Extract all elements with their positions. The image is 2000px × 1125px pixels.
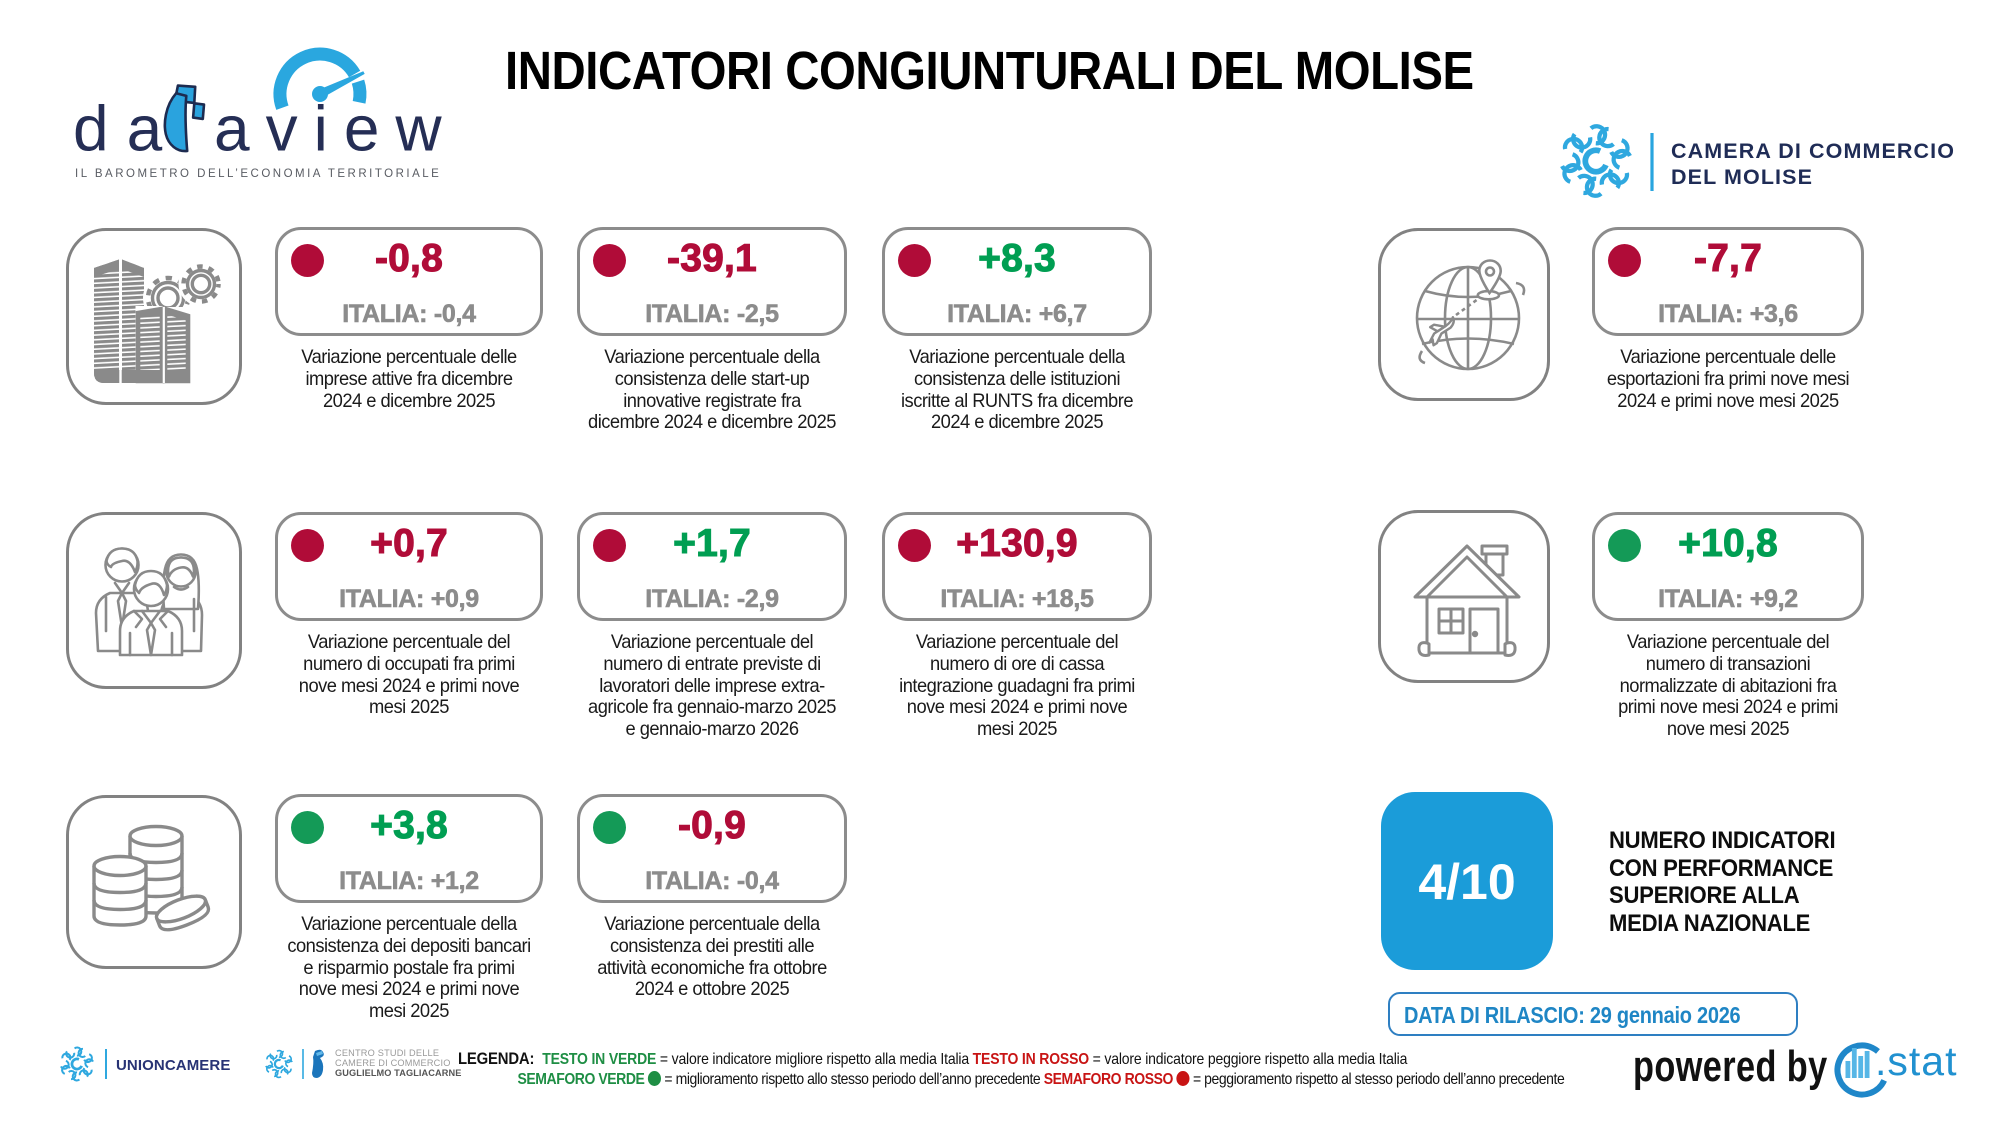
svg-text:aview: aview: [214, 93, 458, 165]
svg-text:.stat: .stat: [1875, 1040, 1957, 1084]
svg-text:IL BAROMETRO DELL’ECONOMIA TER: IL BAROMETRO DELL’ECONOMIA TERRITORIALE: [75, 168, 441, 180]
svg-text:CAMERA DI COMMERCIO: CAMERA DI COMMERCIO: [1671, 139, 1955, 163]
svg-text:CENTRO STUDI DELLE: CENTRO STUDI DELLE: [335, 1048, 439, 1058]
svg-text:UNIONCAMERE: UNIONCAMERE: [116, 1057, 230, 1074]
svg-text:GUGLIELMO TAGLIACARNE: GUGLIELMO TAGLIACARNE: [335, 1068, 461, 1078]
svg-text:CAMERE DI COMMERCIO: CAMERE DI COMMERCIO: [335, 1058, 451, 1068]
svg-text:DEL MOLISE: DEL MOLISE: [1671, 165, 1813, 189]
svg-text:da: da: [73, 93, 180, 165]
